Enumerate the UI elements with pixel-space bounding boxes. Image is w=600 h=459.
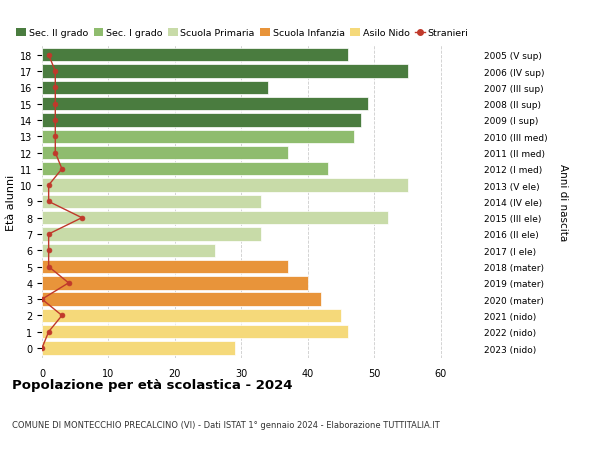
Bar [42,98,368,111]
Bar [42,195,262,209]
Bar [42,146,288,160]
Text: COMUNE DI MONTECCHIO PRECALCINO (VI) - Dati ISTAT 1° gennaio 2024 - Elaborazione: COMUNE DI MONTECCHIO PRECALCINO (VI) - D… [12,420,440,429]
Bar [42,293,321,306]
Bar [42,212,388,225]
Bar [42,179,407,192]
Bar [42,130,355,144]
Legend: Sec. II grado, Sec. I grado, Scuola Primaria, Scuola Infanzia, Asilo Nido, Stran: Sec. II grado, Sec. I grado, Scuola Prim… [16,29,468,38]
Bar [42,114,361,127]
Bar [42,163,328,176]
Bar [42,309,341,322]
Bar [42,228,262,241]
Bar [42,244,215,257]
Bar [42,49,348,62]
Bar [42,260,288,274]
Bar [42,341,235,355]
Bar [42,82,268,95]
Y-axis label: Età alunni: Età alunni [6,174,16,230]
Bar [42,325,348,339]
Text: Popolazione per età scolastica - 2024: Popolazione per età scolastica - 2024 [12,379,293,392]
Y-axis label: Anni di nascita: Anni di nascita [559,163,568,241]
Bar [42,277,308,290]
Bar [42,65,407,78]
